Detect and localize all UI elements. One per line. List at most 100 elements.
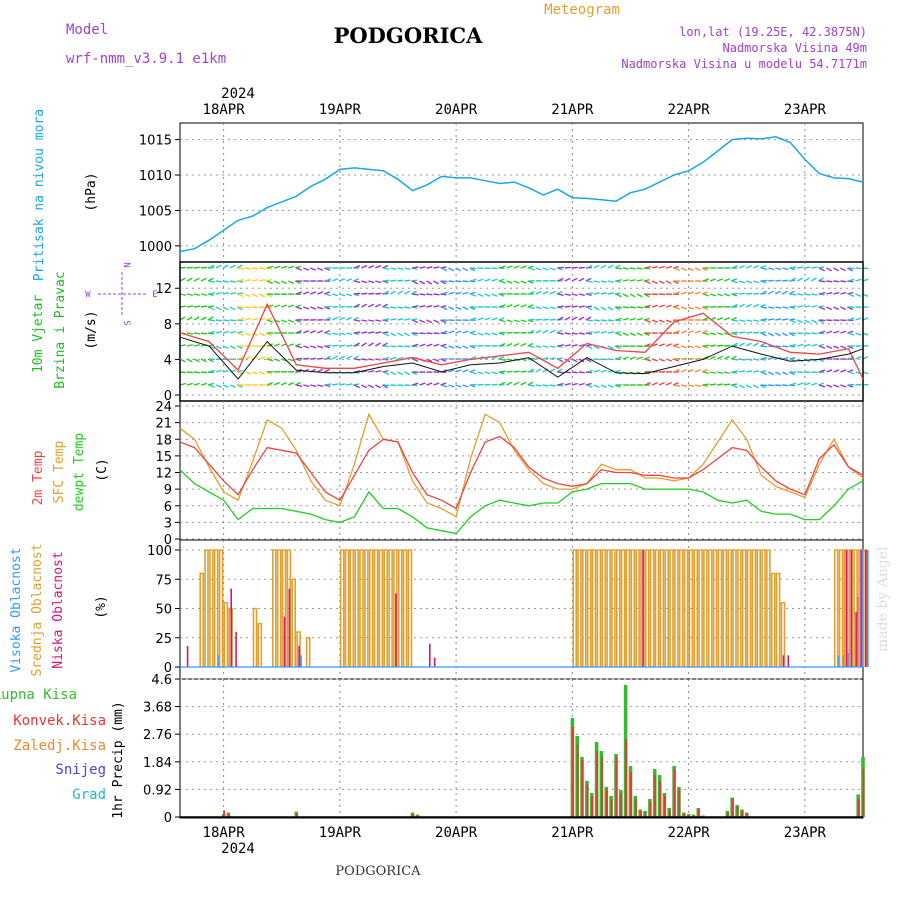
mid-cloud-bar — [291, 579, 293, 668]
wind-barb — [179, 266, 187, 269]
wind-barb — [549, 329, 556, 334]
wind-barb — [847, 306, 854, 311]
wind-barb — [325, 278, 332, 282]
mid-cloud-bar — [744, 550, 747, 667]
wind-barb — [701, 291, 708, 295]
wind-barb — [520, 265, 527, 269]
wind-barb — [186, 382, 193, 386]
wind-barb — [614, 369, 621, 373]
wind-barb — [760, 331, 767, 334]
wind-barb — [818, 305, 825, 308]
mid-cloud-bar — [589, 550, 592, 667]
cloud-panel: 0 25 50 75 100 Visoka Oblacnost Srednja Obla… — [9, 539, 869, 680]
wind-barb — [644, 304, 651, 308]
wind-barb — [528, 306, 535, 310]
wind-barb — [411, 345, 418, 348]
footer-station: PODGORICA — [335, 864, 421, 879]
wind-barb — [339, 293, 346, 297]
wind-barb — [578, 371, 585, 374]
wind-barb — [615, 267, 622, 270]
wind-barb — [412, 280, 419, 285]
wind-barb — [484, 332, 491, 336]
mid-cloud-bar — [640, 550, 642, 667]
wind-barb — [484, 278, 491, 282]
wind-barb — [672, 280, 679, 285]
wind-barb — [673, 384, 681, 388]
y-tick-label: 18 — [155, 433, 172, 448]
wind-barb — [310, 306, 317, 310]
wind-barb — [775, 384, 782, 387]
wind-barb — [491, 293, 498, 297]
wind-barb — [353, 316, 360, 321]
wind-barb — [607, 384, 614, 388]
wind-barb — [535, 329, 542, 334]
wind-barb — [746, 292, 753, 295]
wind-barb — [296, 384, 303, 388]
wind-barb — [644, 319, 651, 323]
wind-barb — [404, 267, 411, 271]
wind-barb — [310, 345, 317, 349]
wind-barb — [477, 278, 484, 282]
wind-barb — [833, 280, 840, 283]
mid-cloud-bar — [226, 602, 229, 667]
wind-barb — [848, 267, 855, 270]
wind-barb — [339, 316, 346, 321]
wind-barb — [615, 332, 622, 337]
wind-barb — [382, 264, 389, 269]
wind-grid — [180, 262, 863, 401]
wind-barb — [571, 293, 578, 297]
wind-barb — [361, 331, 368, 334]
wind-barb — [462, 267, 469, 272]
wind-barb — [513, 265, 520, 269]
mid-cloud-bar — [279, 550, 282, 667]
wind-barb — [607, 280, 614, 283]
wind-barb — [578, 316, 585, 321]
legend-total: Ukupna Kisa — [0, 687, 77, 703]
wind-barb — [237, 293, 244, 298]
bottom-date-axis: 18APR 19APR 20APR 21APR 22APR 23APR — [203, 825, 827, 841]
wind-barb — [353, 293, 360, 297]
wind-barb — [724, 344, 731, 347]
wind-barb — [317, 291, 324, 295]
wind-barb — [622, 279, 629, 282]
wind-barb — [665, 280, 672, 285]
wind-barb — [571, 266, 578, 269]
wind-barb — [746, 319, 753, 323]
wind-barb — [419, 304, 426, 308]
wind-barb — [804, 266, 811, 269]
mid-cloud-bar — [766, 550, 768, 667]
wind-speed-line — [179, 336, 864, 380]
wind-barb — [535, 318, 542, 321]
wind-barb — [354, 280, 361, 284]
wind-barb — [469, 306, 476, 311]
wind-barb — [222, 384, 229, 388]
mid-cloud-bar — [599, 550, 602, 667]
wind-barb — [804, 319, 811, 324]
wind-barb — [731, 303, 738, 308]
convective-rain-bar — [625, 739, 627, 817]
wind-barb — [236, 280, 244, 283]
wind-barb — [280, 304, 288, 308]
wind-barb — [266, 358, 274, 362]
y-tick-label: 12 — [155, 467, 172, 482]
mid-cloud-bar — [780, 602, 783, 667]
wind-barb — [513, 280, 520, 284]
y-tick-label: 4.6 — [151, 673, 172, 688]
wind-barb — [716, 332, 724, 336]
wind-barb — [723, 355, 730, 360]
mid-cloud-bar — [649, 550, 652, 667]
convective-rain-bar — [630, 772, 632, 817]
wind-barb — [614, 330, 621, 334]
wind-barb — [643, 306, 650, 309]
wind-barb — [694, 267, 701, 271]
wind-barb — [557, 266, 564, 269]
mid-cloud-bar — [223, 602, 226, 667]
wind-barb — [768, 279, 775, 282]
wind-barb — [361, 303, 368, 308]
convective-rain-bar — [649, 802, 652, 817]
convective-rain-bar — [746, 814, 749, 817]
wind-barb — [354, 319, 361, 322]
wind-barb — [564, 344, 571, 347]
wind-barb — [506, 358, 513, 362]
wind-barb — [819, 369, 826, 373]
